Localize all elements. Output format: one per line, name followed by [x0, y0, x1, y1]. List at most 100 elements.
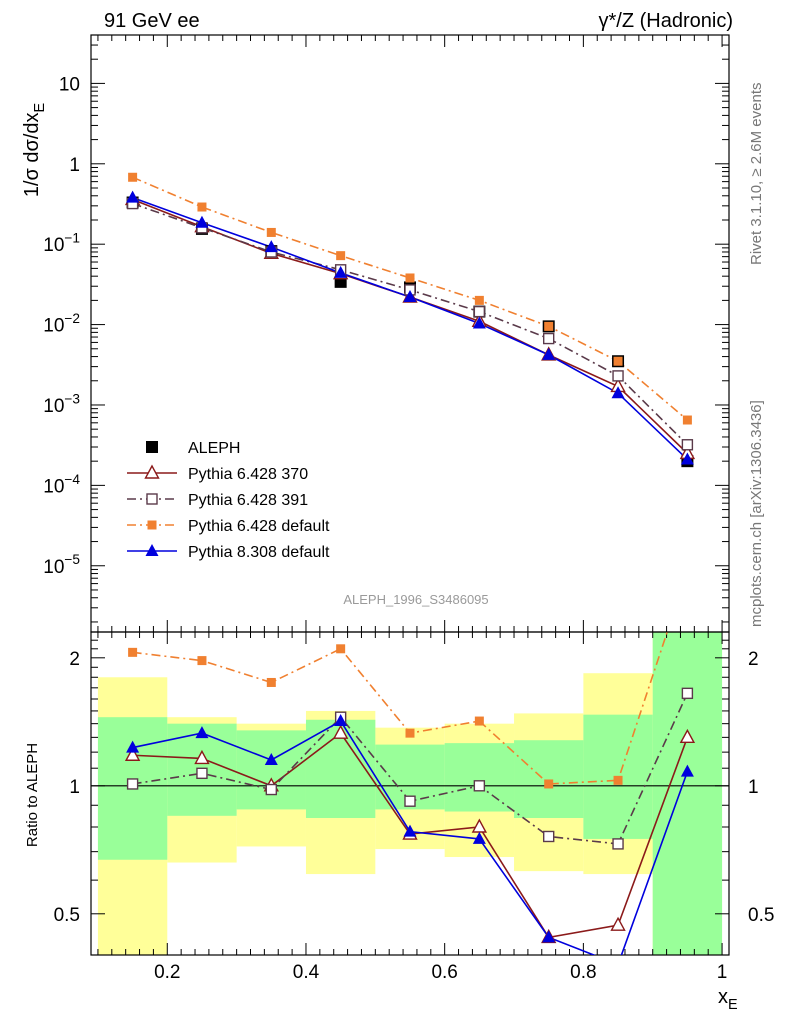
main-y-tick-label: 10−1 — [43, 231, 80, 257]
ratio-point-3 — [472, 831, 486, 844]
main-point-3 — [266, 227, 276, 237]
ratio-point-1 — [265, 783, 278, 796]
x-axis-label: xE — [718, 986, 738, 1013]
ratio-point-3 — [264, 752, 278, 765]
main-point-2 — [612, 370, 624, 382]
ratio-y-tick-label-right: 0.5 — [748, 905, 774, 926]
x-tick-label: 0.6 — [431, 962, 457, 983]
green-band-bin — [514, 740, 584, 818]
main-y-tick-label: 1 — [69, 155, 80, 176]
green-band-bin — [236, 730, 306, 810]
main-point-3 — [128, 172, 138, 182]
x-tick-label: 1 — [717, 962, 728, 983]
main-y-axis-label: 1/σ dσ/dxE — [21, 103, 48, 197]
header-left: 91 GeV ee — [104, 10, 200, 32]
band-group — [97, 632, 723, 955]
ratio-point-2 — [474, 716, 484, 726]
ratio-y-axis-label: Ratio to ALEPH — [24, 743, 41, 847]
legend-label: ALEPH — [188, 440, 240, 457]
main-series-group — [124, 172, 696, 468]
ratio-point-3 — [680, 764, 694, 777]
ratio-point-2 — [128, 647, 138, 657]
ratio-point-3 — [542, 930, 556, 943]
legend-marker — [145, 544, 159, 556]
main-point-3 — [405, 273, 415, 283]
header-right: γ*/Z (Hadronic) — [599, 10, 733, 32]
ratio-point-2 — [266, 677, 276, 687]
main-point-4 — [264, 240, 278, 253]
main-point-3 — [544, 321, 554, 331]
legend: ALEPH Pythia 6.428 370 Pythia 6.428 391 Pyt… — [127, 440, 330, 561]
main-series-line-2 — [132, 202, 688, 446]
legend-label: Pythia 6.428 default — [188, 518, 330, 535]
ratio-point-0 — [679, 728, 696, 744]
main-point-3 — [336, 251, 346, 261]
ratio-point-3 — [612, 957, 625, 969]
data-series — [124, 172, 696, 969]
legend-marker — [144, 464, 160, 479]
main-point-2 — [681, 439, 694, 451]
legend-label: Pythia 6.428 370 — [188, 466, 308, 483]
plot-frames — [90, 34, 730, 956]
main-series-line-1 — [132, 198, 688, 454]
ratio-point-0 — [194, 749, 210, 765]
ratio-point-1 — [196, 767, 208, 780]
ratio-y-tick-label: 1 — [69, 777, 80, 798]
ratio-point-2 — [336, 644, 346, 654]
main-point-3 — [682, 415, 692, 425]
main-point-4 — [403, 290, 417, 303]
ratio-point-0 — [124, 746, 141, 761]
main-y-tick-label: 10 — [59, 74, 80, 95]
main-point-3 — [613, 356, 623, 366]
ratio-y-tick-label-right: 2 — [748, 649, 759, 670]
green-band-bin — [444, 743, 515, 812]
ratio-point-0 — [610, 916, 626, 931]
main-y-tick-label: 10−5 — [43, 552, 80, 578]
main-point-4 — [542, 347, 556, 360]
main-point-2 — [542, 332, 555, 345]
x-tick-label: 0.2 — [154, 962, 180, 983]
legend-marker — [146, 493, 158, 505]
ratio-point-1 — [126, 778, 139, 790]
ratio-point-2 — [405, 728, 415, 738]
ratio-y-tick-label: 0.5 — [54, 905, 80, 926]
main-y-tick-label: 10−2 — [43, 311, 80, 337]
legend-entry: Pythia 6.428 391 — [127, 492, 308, 509]
legend-marker — [147, 520, 157, 530]
main-point-3 — [197, 202, 207, 212]
ratio-point-1 — [404, 795, 416, 807]
main-y-tick-label: 10−4 — [43, 472, 80, 498]
main-series-line-4 — [132, 196, 688, 461]
ratio-y-tick-label: 2 — [69, 649, 80, 670]
legend-marker — [146, 441, 158, 453]
legend-entry: Pythia 8.308 default — [127, 544, 330, 561]
x-tick-label: 0.4 — [293, 962, 320, 983]
main-y-tick-label: 10−3 — [43, 391, 80, 417]
legend-entry: ALEPH — [146, 440, 240, 457]
legend-entry: Pythia 6.428 default — [127, 518, 330, 535]
ratio-point-2 — [197, 656, 207, 666]
ratio-point-3 — [334, 714, 348, 727]
ratio-point-2 — [613, 775, 623, 785]
rivet-version-label: Rivet 3.1.10, ≥ 2.6M events — [748, 83, 765, 266]
ratio-point-0 — [332, 724, 349, 739]
main-plot-frame — [90, 34, 730, 633]
ratio-point-3 — [195, 726, 209, 739]
axis-ticks: 0.2 0.4 0.6 0.8 1 10−5 10−4 10−3 10−2 10−1 1 10 0.5 0… — [43, 34, 774, 983]
main-series-line-3 — [132, 176, 688, 421]
main-point-3 — [474, 295, 484, 305]
ratio-y-tick-label-right: 1 — [748, 777, 759, 798]
main-point-4 — [126, 190, 140, 203]
ratio-series-group — [124, 632, 696, 969]
ratio-point-2 — [544, 779, 554, 789]
ratio-point-1 — [542, 830, 555, 843]
ratio-point-1 — [473, 780, 486, 792]
ratio-uncertainty-bands — [97, 632, 723, 955]
ratio-point-1 — [681, 687, 694, 700]
ratio-plot-frame — [90, 631, 730, 956]
mcplots-label: mcplots.cern.ch [arXiv:1306.3436] — [748, 400, 765, 627]
ratio-point-1 — [612, 838, 624, 850]
legend-label: Pythia 8.308 default — [188, 544, 330, 561]
